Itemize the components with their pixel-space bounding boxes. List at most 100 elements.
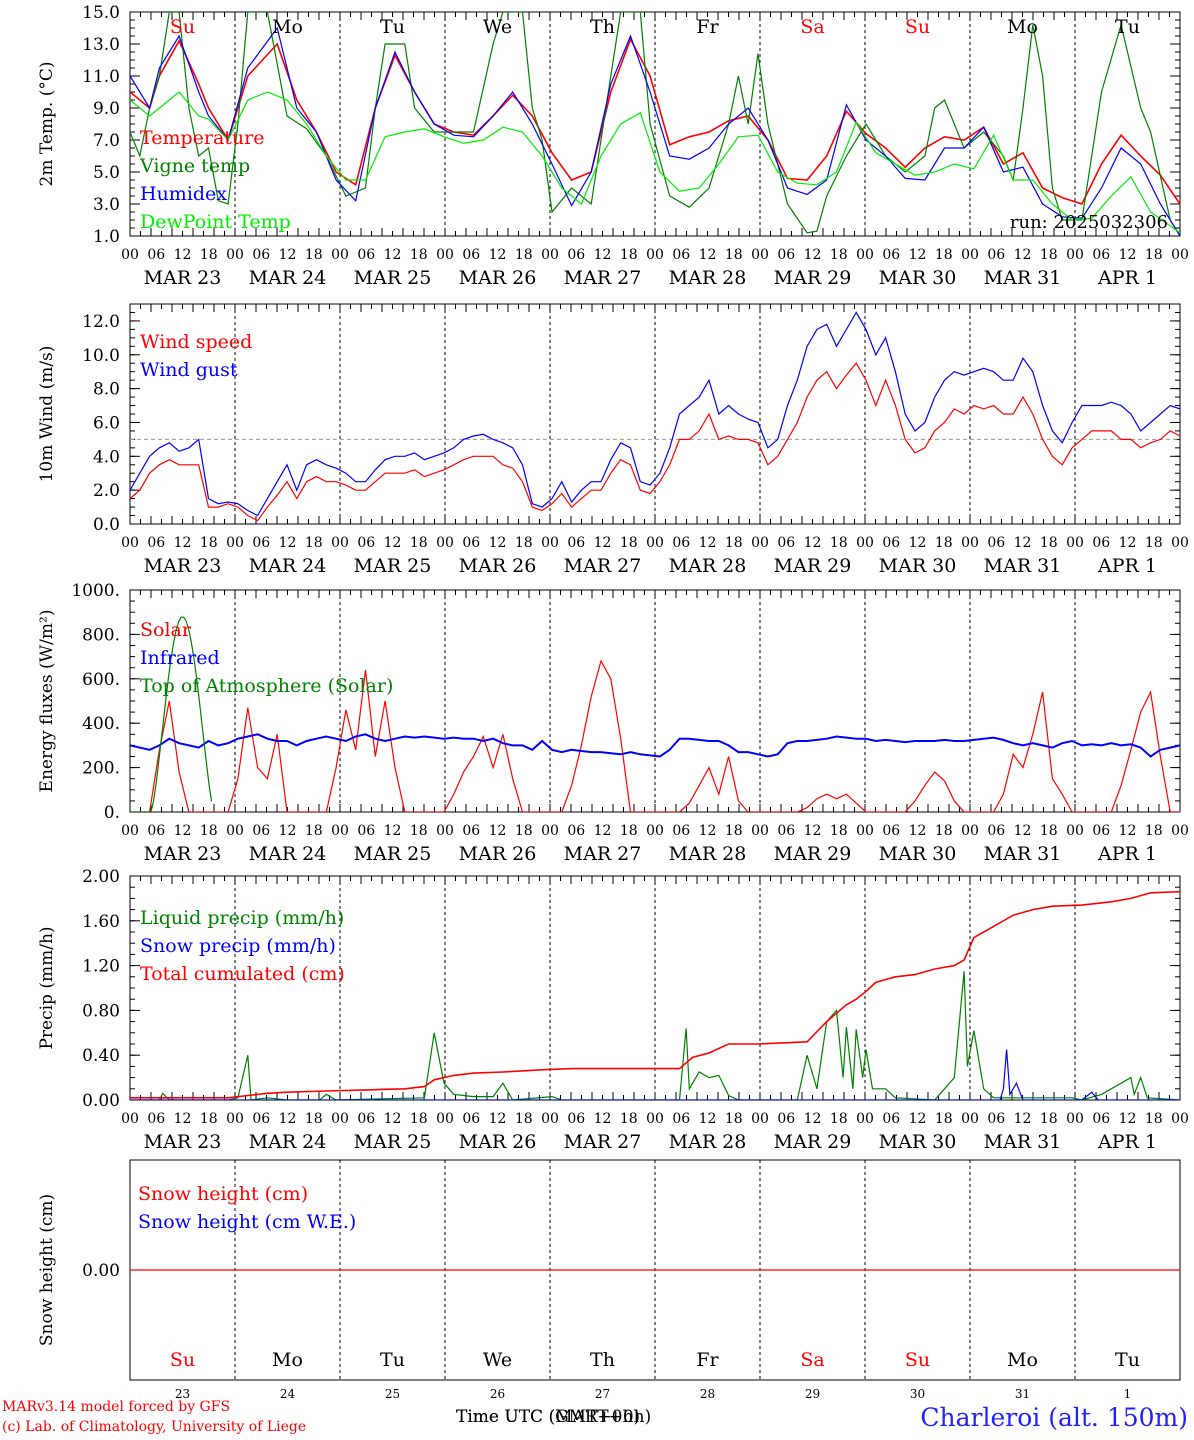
hour-tick-label: 00	[1066, 1111, 1084, 1127]
day-label: MAR 23	[144, 555, 222, 577]
hour-tick-label: 06	[672, 1111, 690, 1127]
hour-tick-label: 00	[331, 823, 349, 839]
y-tick-label: 400.	[82, 714, 120, 734]
weekday-label: Sa	[800, 16, 824, 38]
series-line-4-2	[130, 1049, 1180, 1100]
hour-tick-label: 00	[1171, 823, 1189, 839]
hour-tick-label: 00	[436, 823, 454, 839]
hour-tick-label: 18	[200, 247, 218, 263]
day-label: MAR 25	[354, 1131, 432, 1153]
hour-tick-label: 06	[252, 1111, 270, 1127]
series-line-1-3	[130, 26, 1180, 236]
day-label: MAR 26	[459, 267, 537, 289]
hour-tick-label: 00	[646, 247, 664, 263]
legend-2-2: Wind gust	[140, 359, 238, 381]
day-number: 23	[175, 1387, 190, 1401]
hour-tick-label: 12	[909, 247, 927, 263]
hour-tick-label: 12	[804, 247, 822, 263]
hour-tick-label: 12	[1119, 823, 1137, 839]
hour-tick-label: 12	[489, 823, 507, 839]
hour-tick-label: 00	[961, 535, 979, 551]
hour-tick-label: 18	[830, 247, 848, 263]
hour-tick-label: 00	[961, 1111, 979, 1127]
hour-tick-label: 12	[279, 1111, 297, 1127]
hour-tick-label: 18	[935, 823, 953, 839]
weekday-label: Tu	[380, 16, 405, 38]
hour-tick-label: 06	[147, 1111, 165, 1127]
hour-tick-label: 00	[331, 247, 349, 263]
day-label: MAR 24	[249, 555, 327, 577]
series-line-2-1	[130, 362, 1180, 522]
hour-tick-label: 18	[305, 247, 323, 263]
hour-tick-label: 12	[699, 535, 717, 551]
hour-tick-label: 12	[174, 1111, 192, 1127]
day-number: 27	[595, 1387, 610, 1401]
hour-tick-label: 06	[567, 535, 585, 551]
hour-tick-label: 00	[436, 535, 454, 551]
legend-5-2: Snow height (cm W.E.)	[138, 1211, 356, 1233]
hour-tick-label: 06	[147, 823, 165, 839]
hour-tick-label: 12	[279, 823, 297, 839]
hour-tick-label: 00	[1171, 247, 1189, 263]
hour-tick-label: 06	[987, 535, 1005, 551]
hour-tick-label: 18	[1145, 535, 1163, 551]
weekday-label: We	[483, 1349, 512, 1371]
hour-tick-label: 00	[856, 247, 874, 263]
panel-frame	[129, 11, 1181, 237]
hour-tick-label: 06	[672, 247, 690, 263]
hour-tick-label: 00	[541, 535, 559, 551]
day-label: MAR 26	[459, 555, 537, 577]
day-label: MAR 23	[144, 843, 222, 865]
hour-tick-label: 18	[1040, 823, 1058, 839]
day-number: 30	[910, 1387, 925, 1401]
hour-tick-label: 06	[147, 247, 165, 263]
y-tick-label: 1.60	[82, 912, 120, 932]
day-label: MAR 25	[354, 267, 432, 289]
day-label: MAR 27	[564, 843, 642, 865]
weekday-label: Su	[170, 1349, 195, 1371]
hour-tick-label: 12	[909, 823, 927, 839]
day-label: MAR 30	[879, 267, 957, 289]
hour-tick-label: 12	[384, 247, 402, 263]
day-label: MAR 24	[249, 267, 327, 289]
hour-tick-label: 12	[174, 823, 192, 839]
hour-tick-label: 12	[1119, 535, 1137, 551]
hour-tick-label: 00	[646, 535, 664, 551]
model-credit: MARv3.14 model forced by GFS	[2, 1399, 231, 1415]
hour-tick-label: 18	[830, 823, 848, 839]
hour-tick-label: 00	[436, 1111, 454, 1127]
hour-tick-label: 00	[751, 247, 769, 263]
hour-tick-label: 18	[725, 823, 743, 839]
day-number: 31	[1015, 1387, 1030, 1401]
legend-1-3: Humidex	[140, 183, 227, 205]
hour-tick-label: 18	[830, 535, 848, 551]
day-label: MAR 26	[459, 1131, 537, 1153]
day-label: MAR 29	[774, 1131, 852, 1153]
hour-tick-label: 06	[357, 247, 375, 263]
y-tick-label: 0.0	[93, 515, 120, 535]
hour-tick-label: 00	[751, 535, 769, 551]
legend-4-1: Liquid precip (mm/h)	[140, 907, 344, 929]
hour-tick-label: 06	[462, 247, 480, 263]
hour-tick-label: 00	[856, 535, 874, 551]
hour-tick-label: 18	[620, 1111, 638, 1127]
day-label: MAR 24	[249, 843, 327, 865]
y-tick-label: 0.00	[82, 1261, 120, 1281]
hour-tick-label: 12	[384, 823, 402, 839]
hour-tick-label: 00	[226, 535, 244, 551]
hour-tick-label: 18	[305, 535, 323, 551]
legend-4-2: Snow precip (mm/h)	[140, 935, 336, 957]
hour-tick-label: 12	[804, 1111, 822, 1127]
series-group	[130, 616, 1180, 812]
hour-tick-label: 18	[830, 1111, 848, 1127]
day-label: MAR 29	[774, 555, 852, 577]
hour-tick-label: 18	[1145, 247, 1163, 263]
hour-tick-label: 18	[620, 823, 638, 839]
day-label: MAR 23	[144, 267, 222, 289]
day-number: 25	[385, 1387, 400, 1401]
hour-tick-label: 12	[1119, 247, 1137, 263]
hour-tick-label: 06	[777, 823, 795, 839]
hour-tick-label: 06	[777, 247, 795, 263]
run-annotation: run: 2025032306	[1010, 212, 1168, 233]
hour-tick-label: 06	[1092, 823, 1110, 839]
